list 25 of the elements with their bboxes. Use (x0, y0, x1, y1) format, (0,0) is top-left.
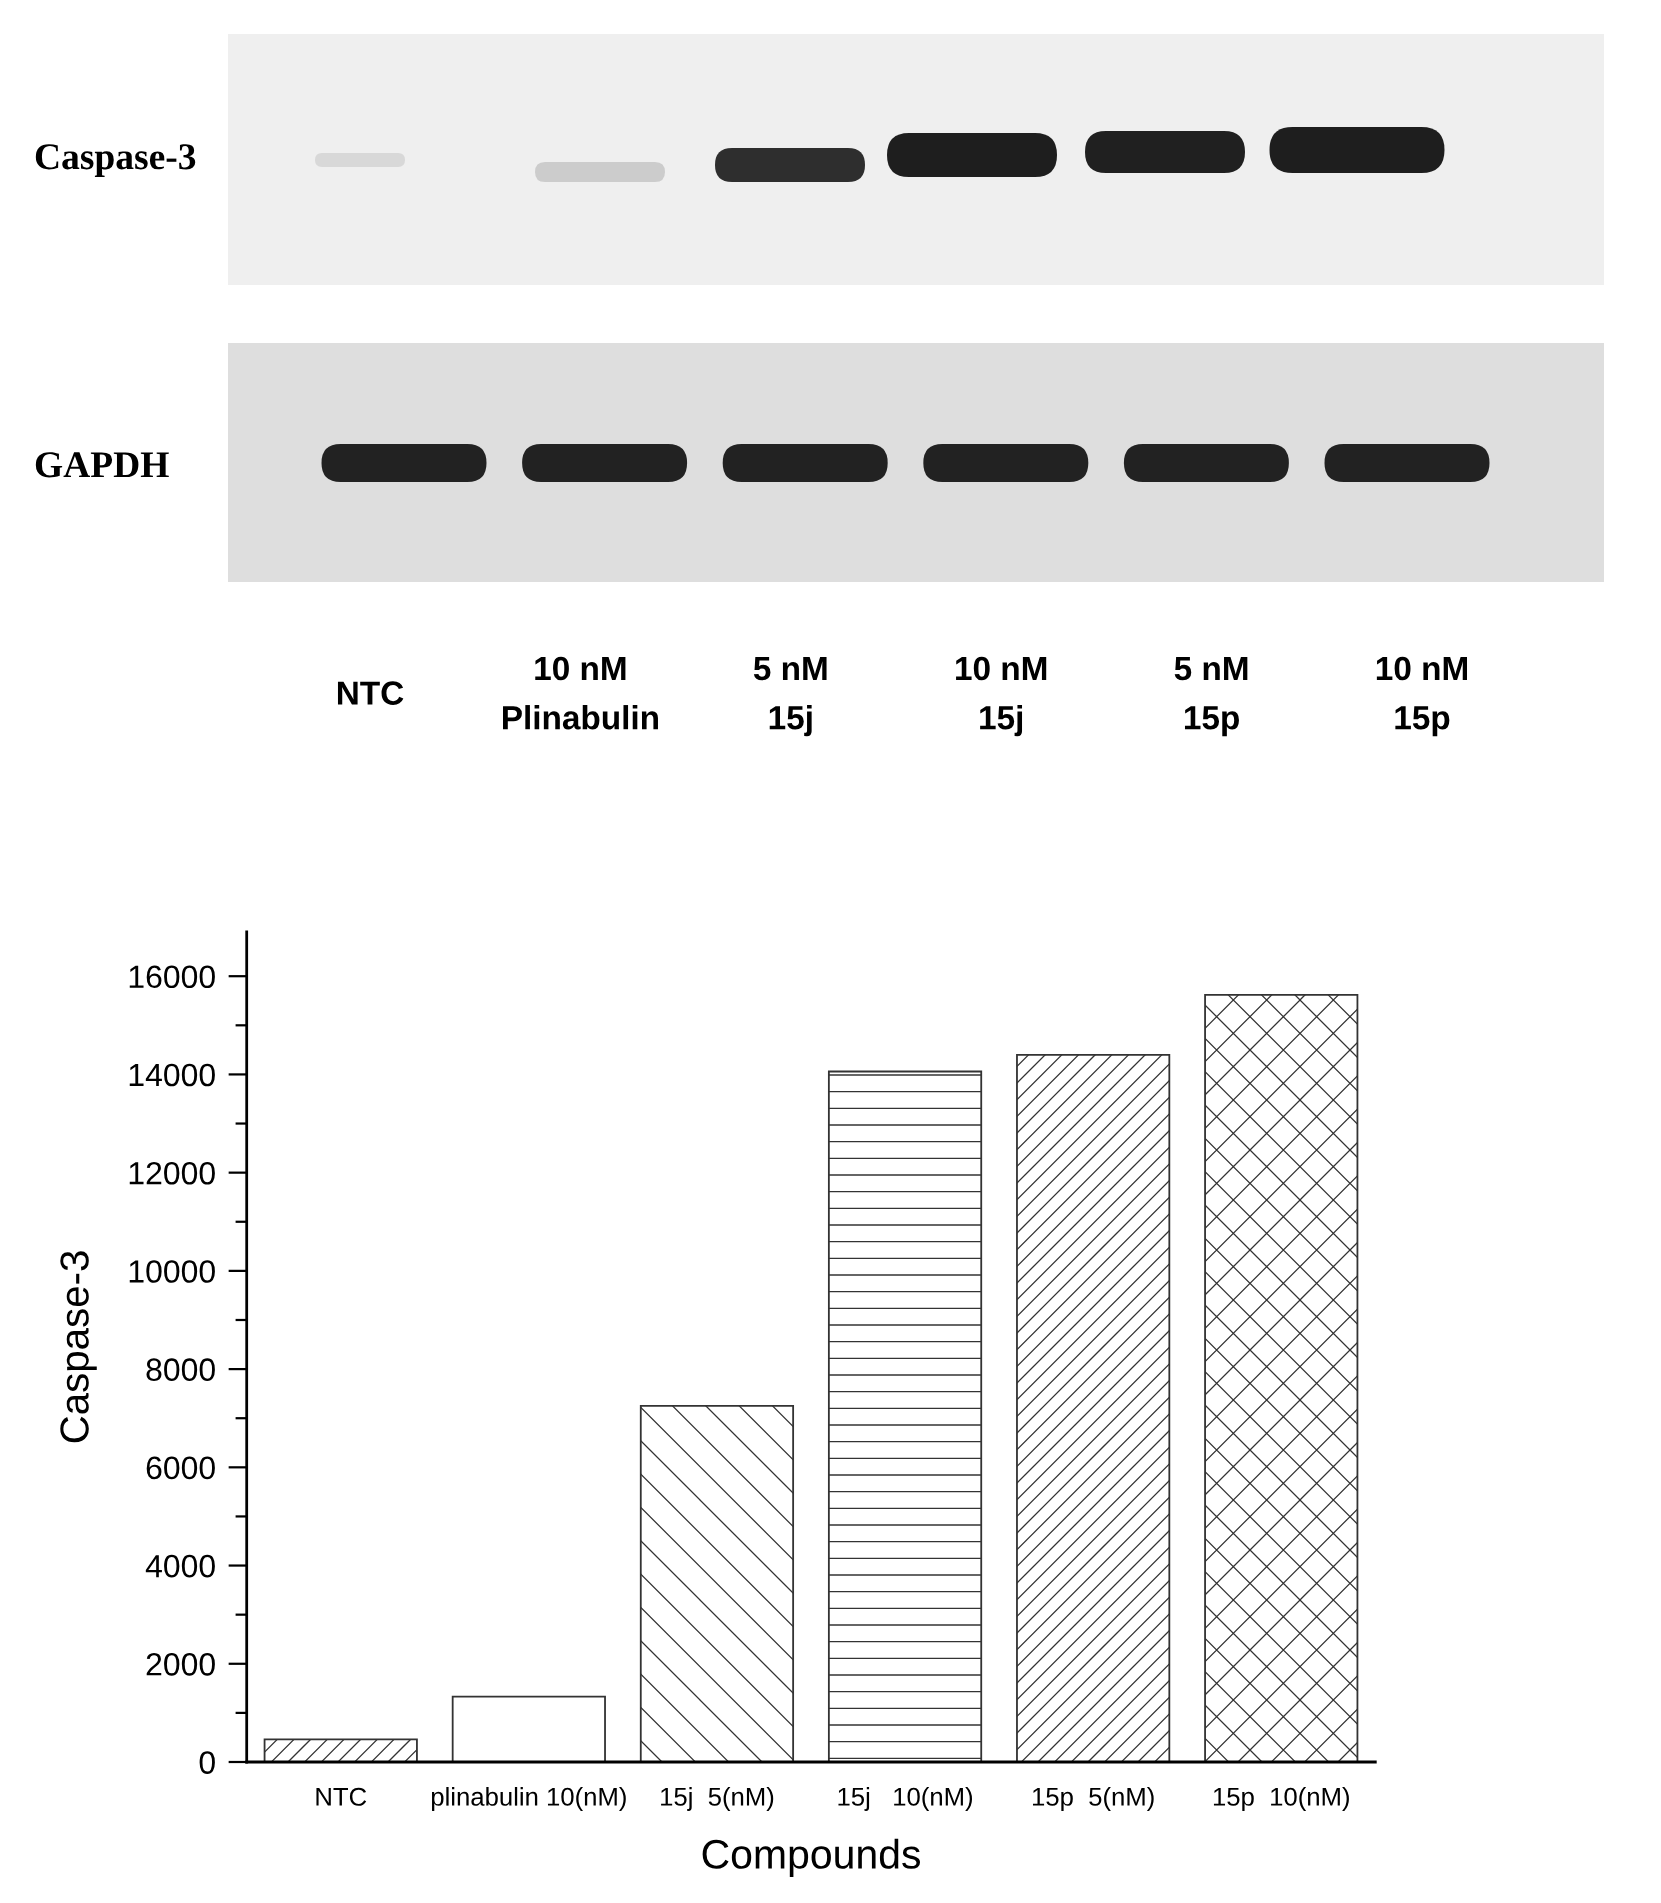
y-tick-label: 0 (199, 1751, 215, 1774)
category-label: Caspase-3 (35, 144, 196, 177)
category-label: 5 nM 15p (1174, 657, 1248, 737)
x-tick-label: 15j 5(nM) (661, 1787, 774, 1811)
y-tick-label: 2000 (146, 1653, 215, 1676)
y-axis-title: Caspase-3 (60, 1251, 97, 1443)
x-tick-label: 15p 5(nM) (1032, 1787, 1154, 1811)
category-label: 10 nM 15j (956, 656, 1047, 737)
y-tick-label: 4000 (145, 1554, 215, 1578)
category-label: 5 nM 15j (753, 657, 827, 737)
x-tick-label: 15j 10(nM) (838, 1787, 973, 1811)
y-tick-label: 10000 (129, 1260, 215, 1283)
y-tick-label: 14000 (129, 1063, 215, 1087)
x-axis-title: Compounds (702, 1838, 920, 1877)
category-label: 10 nM 15p (1376, 656, 1468, 737)
x-tick-label: plinabulin 10(nM) (431, 1787, 626, 1811)
category-label: 10 nM Plinabulin (503, 656, 658, 730)
x-tick-label: NTC (316, 1787, 367, 1806)
y-tick-label: 12000 (129, 1161, 215, 1185)
y-tick-label: 8000 (146, 1358, 215, 1381)
y-tick-label: 16000 (129, 965, 215, 989)
category-label: NTC (337, 681, 404, 705)
x-tick-label: 15p 10(nM) (1213, 1787, 1349, 1811)
y-tick-label: 6000 (146, 1456, 215, 1480)
category-label: GAPDH (35, 452, 169, 478)
